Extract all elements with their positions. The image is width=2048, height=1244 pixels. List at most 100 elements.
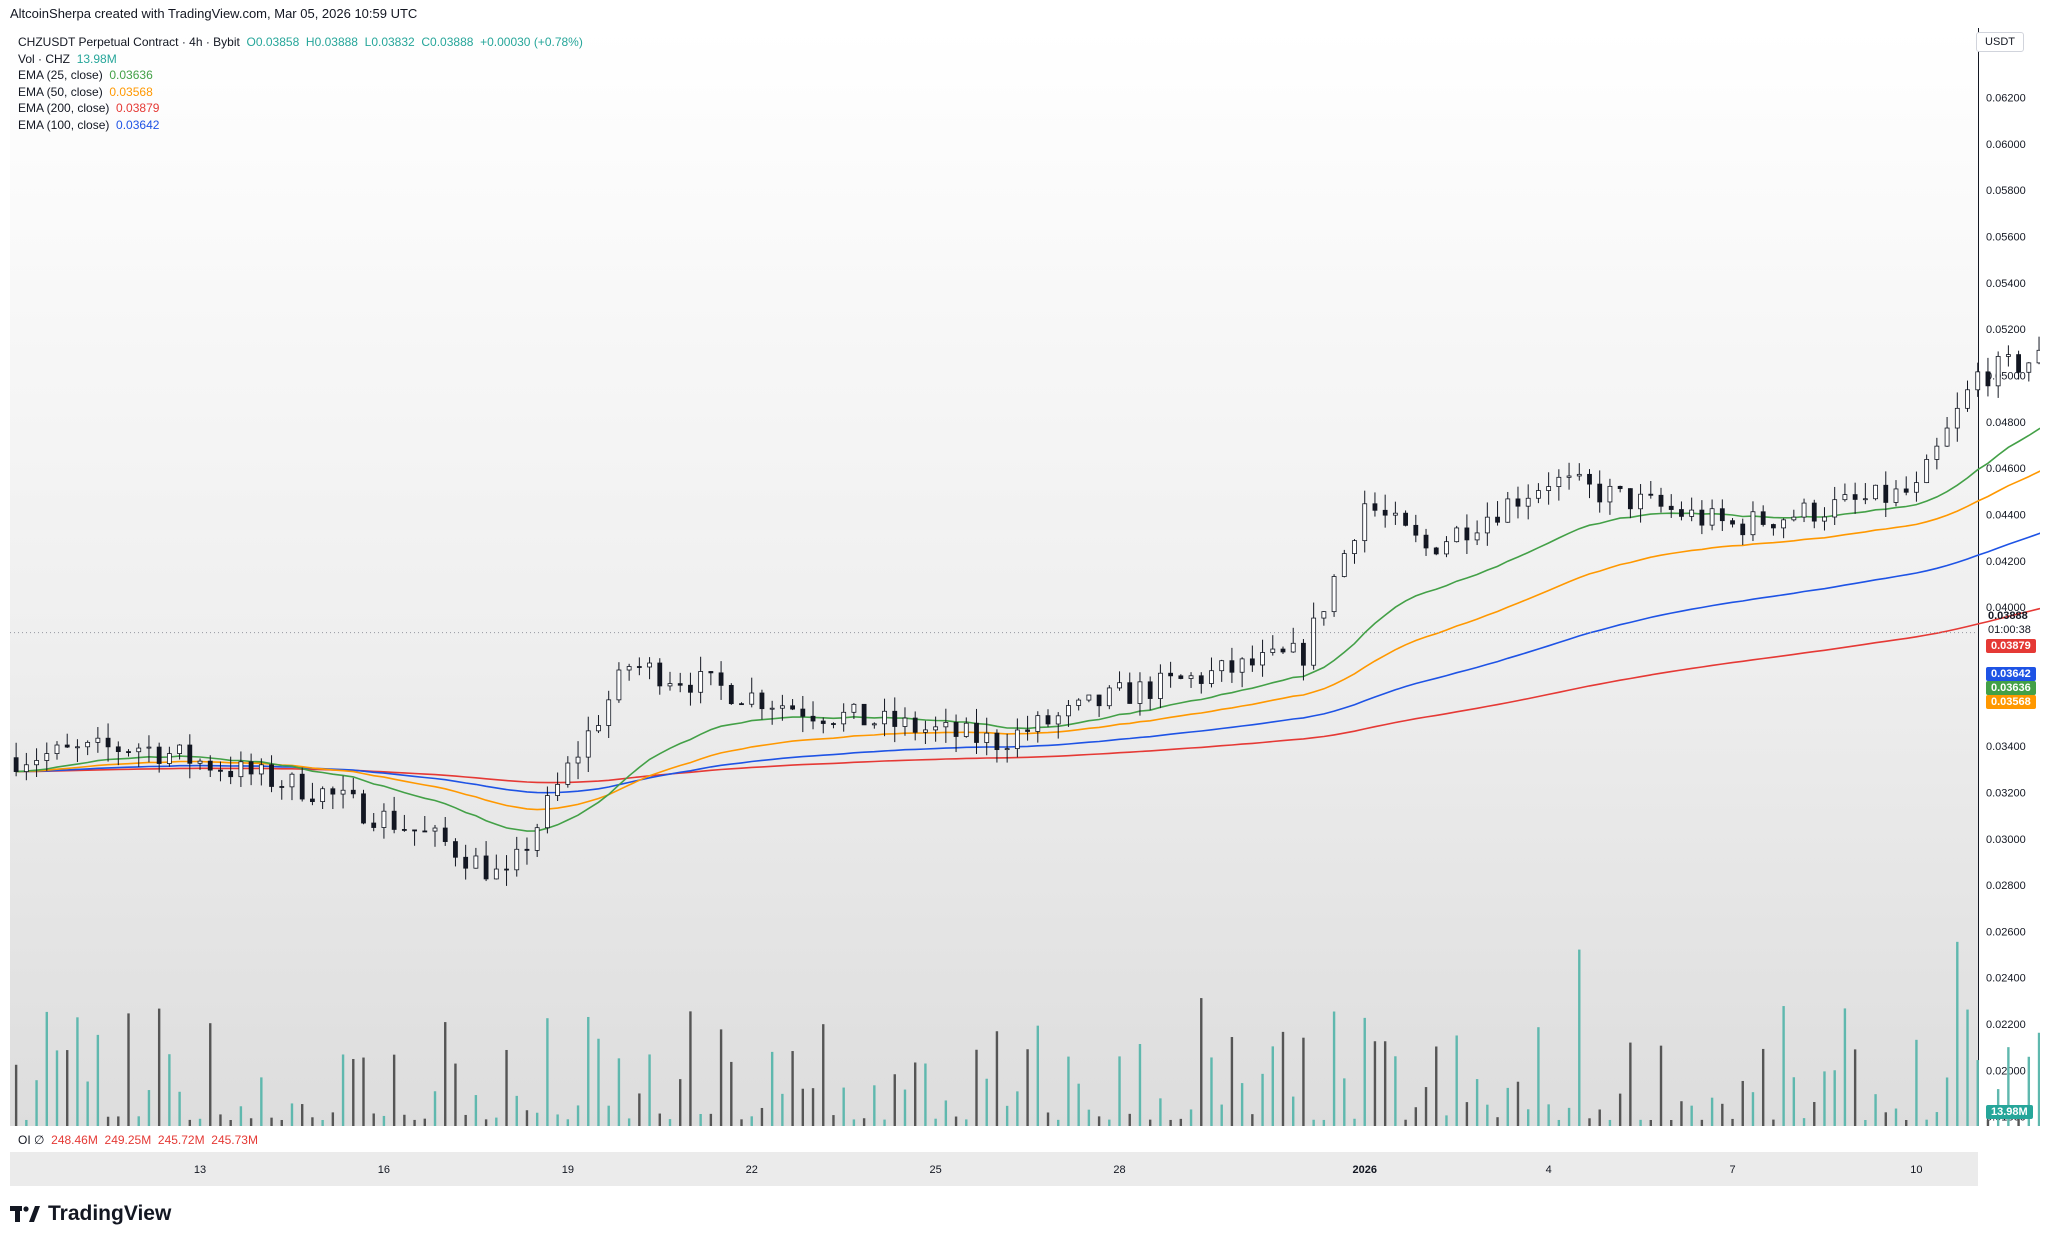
chart-area[interactable]: 0.06200 0.06000 0.05800 0.05600 0.05400 0.052… (10, 28, 2040, 1186)
volume-bar (1404, 1119, 1407, 1126)
volume-bar (1414, 1107, 1418, 1126)
candle-body (1219, 660, 1225, 672)
volume-bar (117, 1116, 120, 1126)
volume-bar (1016, 1091, 1019, 1126)
y-tick-label: 0.05200 (1986, 324, 2026, 336)
candle-body (688, 684, 693, 693)
y-tick-label: 0.04800 (1986, 417, 2026, 429)
candle-body (1944, 427, 1950, 447)
candle-body (902, 717, 908, 727)
volume-bar (1210, 1057, 1213, 1126)
tradingview-brand[interactable]: TradingView (10, 1202, 171, 1226)
candle-body (1352, 540, 1357, 554)
candle-body (412, 829, 417, 832)
candle-body (23, 764, 29, 772)
oi-indicator-row[interactable]: OI ∅ 248.46M 249.25M 245.72M 245.73M (18, 1133, 258, 1147)
candle-body (228, 770, 234, 778)
candle-body (299, 773, 305, 800)
candle-body (1566, 475, 1572, 478)
candle-body (2036, 349, 2040, 364)
volume-bar (750, 1116, 753, 1126)
x-tick-label: 7 (1729, 1164, 1735, 1176)
legend-ema25-row[interactable]: EMA (25, close) 0.03636 (18, 67, 583, 84)
candle-body (616, 669, 622, 701)
volume-bar (1629, 1042, 1632, 1126)
candle-body (1934, 445, 1940, 460)
candle-body (1362, 503, 1368, 542)
volume-bar (96, 1034, 100, 1126)
legend-ema50-row[interactable]: EMA (50, close) 0.03568 (18, 84, 583, 101)
currency-unit-label[interactable]: USDT (1976, 32, 2024, 52)
candle-body (1484, 516, 1490, 534)
volume-bar (423, 1118, 426, 1126)
x-tick-label: 25 (930, 1164, 942, 1176)
oi-label: OI (18, 1133, 31, 1147)
candle-body (1321, 611, 1327, 619)
volume-bar (311, 1117, 314, 1126)
volume-bar (679, 1079, 682, 1126)
volume-bar (546, 1018, 549, 1126)
volume-bar (1138, 1044, 1142, 1126)
symbol-title[interactable]: CHZUSDT Perpetual Contract · 4h · Bybit (18, 35, 240, 49)
candle-body (218, 769, 223, 772)
candle-body (1750, 511, 1756, 536)
candle-body (1985, 371, 1991, 387)
volume-bar (1486, 1104, 1489, 1126)
volume-bar (1721, 1103, 1724, 1126)
candle-body (1004, 748, 1010, 751)
oi-eye-icon[interactable]: ∅ (34, 1133, 45, 1147)
candle-body (1924, 459, 1930, 484)
y-tick-label: 0.02200 (1986, 1019, 2026, 1031)
candle-body (289, 773, 295, 788)
volume-bar (1128, 1113, 1131, 1126)
candle-body (1147, 681, 1153, 699)
volume-bar (209, 1023, 212, 1126)
candle-body (1546, 486, 1552, 491)
candle-body (1188, 675, 1194, 679)
volume-bar (1792, 1077, 1796, 1126)
volume-bar (219, 1114, 222, 1126)
candle-body (442, 827, 448, 842)
volume-bar (1067, 1056, 1070, 1126)
candle-body (463, 856, 469, 869)
price-chart[interactable]: 0.06200 0.06000 0.05800 0.05600 0.05400 0.052… (10, 28, 2040, 1186)
volume-bar (1394, 1056, 1397, 1126)
candle-body (1066, 705, 1071, 717)
ema200-price-tag: 0.03879 (1986, 639, 2036, 653)
volume-bar (995, 1031, 999, 1126)
candle-body (892, 710, 898, 727)
candle-body (1893, 488, 1899, 503)
ema200-line (16, 607, 2040, 784)
volume-bar (954, 1116, 958, 1126)
candle-body (1648, 493, 1654, 496)
candle-body (166, 753, 172, 764)
volume-bar (1026, 1049, 1029, 1126)
legend-vol-row[interactable]: Vol · CHZ 13.98M (18, 51, 583, 68)
candle-body (1127, 682, 1133, 704)
candle-body (800, 708, 806, 717)
volume-bar (300, 1104, 304, 1126)
volume-bar (1956, 941, 1959, 1126)
candle-body (1239, 658, 1245, 673)
candle-body (207, 760, 213, 771)
candle-body (1464, 527, 1470, 541)
volume-bar (627, 1118, 631, 1126)
legend-ema100-row[interactable]: EMA (100, close) 0.03642 (18, 117, 583, 134)
volume-bar (1261, 1073, 1264, 1126)
candle-body (85, 741, 91, 748)
y-tick-label: 0.03200 (1986, 787, 2026, 799)
candle-body (1076, 699, 1082, 706)
candle-body (238, 761, 244, 778)
legend-ema200-row[interactable]: EMA (200, close) 0.03879 (18, 100, 583, 117)
volume-bar (1271, 1046, 1274, 1126)
candle-body (1791, 516, 1797, 521)
candle-body (1045, 715, 1051, 725)
volume-bar (454, 1063, 457, 1126)
volume-bar (1353, 1118, 1356, 1126)
volume-bar (35, 1080, 38, 1126)
volume-bar (740, 1119, 743, 1126)
volume-bar (1445, 1115, 1448, 1126)
candle-body (1454, 527, 1460, 543)
volume-bar (903, 1089, 907, 1126)
candle-body (943, 722, 949, 728)
